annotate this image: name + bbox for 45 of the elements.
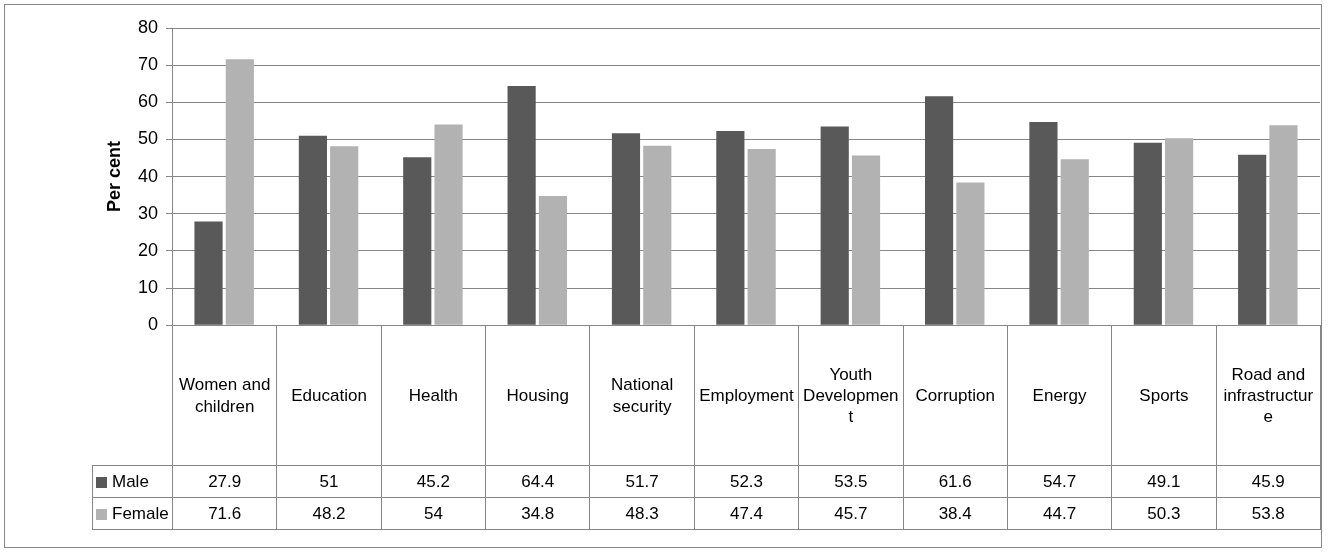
- y-tick-label: 50: [137, 128, 158, 149]
- data-label: 50.3: [1111, 497, 1217, 530]
- data-label: 64.4: [485, 465, 590, 498]
- data-label: 38.4: [903, 497, 1008, 530]
- y-tick-label: 20: [137, 239, 158, 260]
- data-label: 49.1: [1111, 465, 1217, 498]
- y-tick-label: 80: [137, 16, 158, 37]
- data-label: 48.2: [276, 497, 382, 530]
- y-tick-label: 70: [137, 54, 158, 75]
- data-label: 45.2: [381, 465, 486, 498]
- x-tick-label: Road and infrastructure: [1216, 325, 1321, 466]
- y-axis-title: Per cent: [103, 141, 124, 213]
- data-label: 45.9: [1216, 465, 1321, 498]
- data-label: 45.7: [798, 497, 904, 530]
- data-label: 54: [381, 497, 486, 530]
- x-tick-label: Employment: [694, 325, 799, 466]
- data-label: 54.7: [1007, 465, 1112, 498]
- data-label: 51.7: [589, 465, 695, 498]
- y-tick-label: 60: [137, 91, 158, 112]
- y-tick-label: 0: [147, 314, 158, 335]
- x-tick-label: Education: [276, 325, 382, 466]
- data-label: 47.4: [694, 497, 799, 530]
- data-label: 53.8: [1216, 497, 1321, 530]
- y-tick-label: 10: [137, 277, 158, 298]
- x-tick-label: Housing: [485, 325, 590, 466]
- legend-label: Female: [92, 497, 173, 530]
- data-label: 34.8: [485, 497, 590, 530]
- data-label: 61.6: [903, 465, 1008, 498]
- data-label: 53.5: [798, 465, 904, 498]
- data-label: 51: [276, 465, 382, 498]
- y-tick-label: 40: [137, 165, 158, 186]
- x-tick-label: Health: [381, 325, 486, 466]
- x-tick-label: Sports: [1111, 325, 1217, 466]
- x-tick-label: Youth Development: [798, 325, 904, 466]
- y-tick-label: 30: [137, 202, 158, 223]
- x-tick-label: Corruption: [903, 325, 1008, 466]
- data-label: 71.6: [172, 497, 277, 530]
- data-label: 52.3: [694, 465, 799, 498]
- data-label: 44.7: [1007, 497, 1112, 530]
- data-label: 48.3: [589, 497, 695, 530]
- x-tick-label: Energy: [1007, 325, 1112, 466]
- x-tick-label: National security: [589, 325, 695, 466]
- x-tick-label: Women and children: [172, 325, 277, 466]
- data-label: 27.9: [172, 465, 277, 498]
- legend-label: Male: [92, 465, 173, 498]
